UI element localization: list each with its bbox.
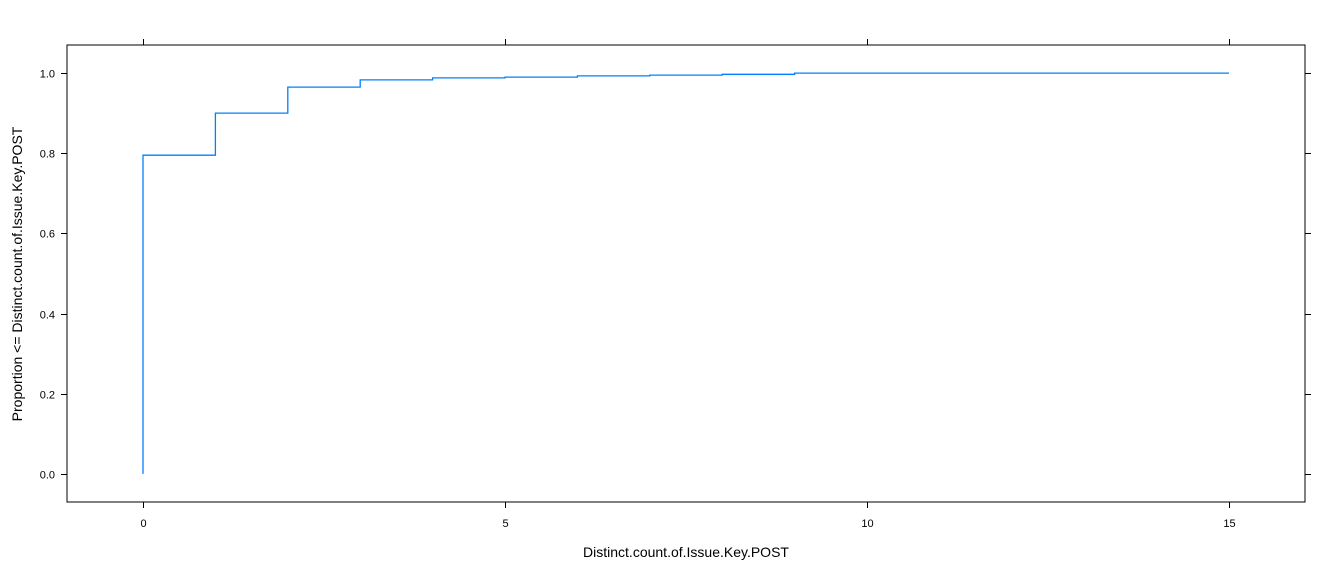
y-tick-label: 0.6 xyxy=(40,229,55,241)
ecdf-series-line xyxy=(142,72,1229,474)
tick-labels-layer: 0 5 10 15 0.0 0.2 0.4 0.6 0.8 1.0 xyxy=(40,69,1236,531)
y-tick-label: 0.0 xyxy=(40,470,55,482)
x-axis-title: Distinct.count.of.Issue.Key.POST xyxy=(583,544,789,560)
x-tick-label: 15 xyxy=(1223,518,1235,530)
ticks-layer xyxy=(61,39,1311,508)
plot-frame xyxy=(66,44,1306,503)
y-tick-label: 0.2 xyxy=(40,390,55,402)
y-tick-label: 1.0 xyxy=(40,69,55,81)
x-tick-label: 5 xyxy=(502,518,508,530)
x-tick-label: 0 xyxy=(140,518,146,530)
x-tick-label: 10 xyxy=(861,518,873,530)
y-tick-label: 0.8 xyxy=(40,149,55,161)
y-tick-label: 0.4 xyxy=(40,310,55,322)
y-axis-title: Proportion <= Distinct.count.of.Issue.Ke… xyxy=(9,126,25,421)
